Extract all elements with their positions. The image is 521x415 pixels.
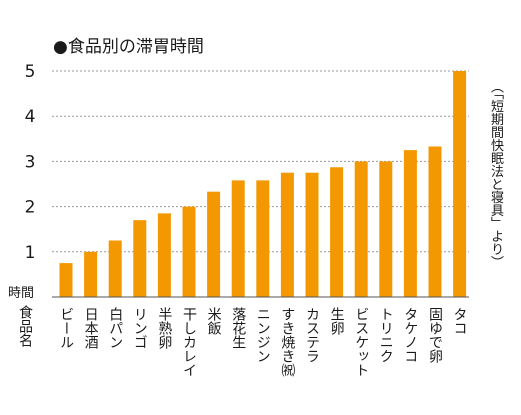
x-tick-label: リンゴ: [132, 307, 148, 349]
bar: [207, 191, 221, 297]
bar: [428, 146, 442, 297]
x-axis-labels: ビール 日本酒 白パン リンゴ 半熟卵 干しカレイ 米飯 落花生 ニンジン すき焼き㈷ カステラ 生卵…: [58, 307, 468, 377]
bar: [84, 251, 98, 297]
y-axis: 1 2 3 4 5: [25, 62, 36, 263]
y-tick-label: 4: [25, 107, 36, 127]
x-tick-label: タケノコ: [402, 307, 418, 363]
y-tick-label: 5: [25, 62, 36, 82]
bar: [256, 180, 270, 297]
x-tick-label: トリニク: [378, 307, 394, 363]
bars: [59, 71, 467, 297]
bar: [182, 206, 196, 297]
bar: [133, 220, 147, 297]
x-tick-label: 半熟卵: [156, 307, 172, 349]
bar: [453, 71, 467, 297]
x-tick-label: ビール: [58, 307, 74, 349]
bar: [157, 213, 171, 297]
x-tick-label: 固ゆで卵: [427, 307, 443, 363]
x-tick-label: ニンジン: [255, 307, 271, 363]
bar: [108, 240, 122, 297]
bar: [354, 161, 368, 297]
bar: [231, 180, 245, 297]
x-tick-label: 米飯: [206, 307, 222, 335]
x-tick-label: 白パン: [107, 307, 123, 349]
chart-title: ●食品別の滞胃時間: [53, 37, 204, 57]
bar: [403, 150, 417, 297]
y-axis-label: 時間: [8, 286, 34, 301]
x-tick-label: すき焼き㈷: [279, 307, 295, 377]
bar: [280, 172, 294, 297]
bar: [379, 161, 393, 297]
y-tick-label: 3: [25, 152, 36, 172]
x-tick-label: 生卵: [329, 307, 345, 335]
x-axis-title: 食品名: [17, 305, 33, 347]
bar: [330, 167, 344, 297]
source-note: （「短期間快眠法と寝具」より）: [488, 80, 503, 269]
bar: [59, 263, 73, 297]
x-tick-label: カステラ: [304, 307, 320, 363]
bar: [305, 172, 319, 297]
y-tick-label: 2: [25, 198, 36, 218]
x-tick-label: 日本酒: [83, 307, 99, 349]
x-tick-label: ビスケット: [353, 307, 369, 377]
x-tick-label: 落花生: [230, 307, 246, 349]
x-tick-label: 干しカレイ: [181, 307, 197, 377]
x-tick-label: タコ: [452, 307, 468, 335]
y-tick-label: 1: [25, 243, 36, 263]
